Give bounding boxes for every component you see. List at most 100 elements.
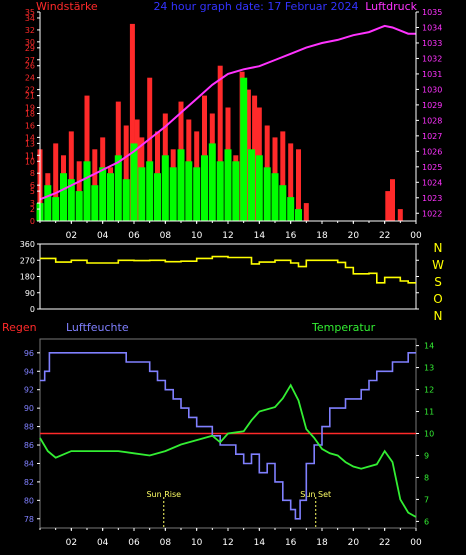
- wind-y-tick-label: 8: [30, 169, 35, 178]
- wind-y-tick-label: 16: [25, 121, 35, 130]
- gust-bar: [53, 143, 59, 221]
- temperature-y-tick-label: 14: [424, 342, 434, 351]
- temperature-y-tick-label: 13: [424, 364, 434, 373]
- humidity-y-tick-label: 88: [24, 423, 34, 432]
- avg-wind-bar: [130, 143, 138, 221]
- temperature-y-tick-label: 8: [424, 473, 429, 482]
- avg-wind-bar: [122, 179, 130, 221]
- wind-y-tick-label: 6: [30, 181, 35, 190]
- compass-label: O: [433, 292, 442, 306]
- gust-bar: [68, 131, 74, 221]
- pressure-y-tick-label: 1032: [422, 54, 442, 63]
- humidity-line: [40, 351, 416, 520]
- compass-label: N: [434, 309, 443, 323]
- wind-y-tick-label: 14: [25, 133, 35, 142]
- gust-bar: [280, 131, 286, 221]
- pressure-y-tick-label: 1035: [422, 8, 442, 17]
- panel3-x-tick-label: 16: [285, 538, 297, 548]
- gust-bar: [92, 149, 98, 221]
- panel1-x-tick-label: 00: [410, 231, 422, 241]
- avg-wind-bar: [146, 161, 154, 221]
- panel1-x-tick-label: 14: [254, 231, 266, 241]
- wind-y-tick-label: 32: [25, 26, 35, 35]
- gust-bar: [385, 191, 391, 221]
- avg-wind-bar: [138, 167, 146, 221]
- wind-y-tick-label: 11: [25, 151, 35, 160]
- wind-y-tick-label: 26: [25, 62, 35, 71]
- wind-y-tick-label: 29: [25, 44, 35, 53]
- humidity-y-tick-label: 80: [24, 496, 34, 505]
- wind-y-tick-label: 19: [25, 104, 35, 113]
- avg-wind-bar: [248, 149, 255, 221]
- wind-y-tick-label: 34: [25, 14, 35, 23]
- avg-wind-bar: [154, 173, 161, 221]
- panel1-x-tick-label: 04: [97, 231, 109, 241]
- wind-y-tick-label: 18: [25, 110, 35, 119]
- humidity-y-tick-label: 92: [24, 386, 34, 395]
- humidity-y-tick-label: 96: [24, 349, 34, 358]
- chart-title: 24 hour graph date: 17 Februar 2024: [153, 0, 358, 13]
- direction-y-tick-label: 0: [30, 305, 35, 314]
- direction-y-tick-label: 360: [20, 240, 35, 249]
- sunrise-label: Sun Rise: [146, 490, 181, 499]
- pressure-y-tick-label: 1025: [422, 163, 442, 172]
- gust-bar: [390, 179, 395, 221]
- wind-y-tick-label: 2: [30, 205, 35, 214]
- avg-wind-bar: [287, 197, 295, 221]
- temperature-y-tick-label: 10: [424, 430, 434, 439]
- avg-wind-bar: [83, 161, 91, 221]
- panel1-x-tick-label: 06: [128, 231, 140, 241]
- avg-wind-bar: [177, 149, 185, 221]
- avg-wind-bar: [161, 155, 169, 221]
- direction-y-tick-label: 180: [20, 273, 35, 282]
- avg-wind-bar: [44, 185, 52, 221]
- avg-wind-bar: [60, 173, 67, 221]
- temperature-y-tick-label: 7: [424, 495, 429, 504]
- humidity-y-tick-label: 84: [24, 459, 34, 468]
- gust-bar: [123, 125, 129, 221]
- wind-y-tick-label: 13: [25, 139, 35, 148]
- panel3-x-tick-label: 06: [128, 538, 140, 548]
- temperature-line: [39, 383, 417, 518]
- pressure-y-tick-label: 1030: [422, 85, 442, 94]
- wind-y-tick-label: 27: [25, 56, 35, 65]
- wind-y-tick-label: 21: [25, 92, 35, 101]
- avg-wind-bar: [67, 179, 75, 221]
- humidity-y-tick-label: 78: [24, 515, 34, 524]
- panel1-x-tick-label: 02: [66, 231, 77, 241]
- gust-bar: [147, 77, 153, 221]
- gust-bar: [296, 149, 301, 221]
- pressure-axis-label: Luftdruck: [365, 0, 417, 13]
- panel3-x-tick-label: 12: [222, 538, 233, 548]
- avg-wind-bar: [99, 167, 107, 221]
- panel3-x-tick-label: 10: [191, 538, 203, 548]
- compass-label: S: [434, 275, 442, 289]
- pressure-y-tick-label: 1031: [422, 70, 442, 79]
- gust-bar: [217, 65, 223, 221]
- avg-wind-bar: [107, 173, 114, 221]
- avg-wind-bar: [255, 155, 263, 221]
- panel1-x-tick-label: 18: [316, 231, 328, 241]
- avg-wind-bar: [263, 167, 271, 221]
- panel1-x-tick-label: 20: [348, 231, 360, 241]
- gust-bar: [129, 23, 135, 222]
- wind-y-tick-label: 5: [30, 187, 35, 196]
- rain-label: Regen: [2, 321, 37, 334]
- pressure-y-tick-label: 1024: [422, 178, 442, 187]
- pressure-y-tick-label: 1022: [422, 209, 442, 218]
- wind-y-tick-label: 30: [25, 38, 35, 47]
- panel1-x-tick-label: 08: [160, 231, 172, 241]
- gust-bar: [397, 209, 403, 221]
- temperature-y-tick-label: 11: [424, 408, 434, 417]
- temperature-y-tick-label: 12: [424, 386, 434, 395]
- temperature-label: Temperatur: [311, 321, 376, 334]
- avg-wind-bar: [279, 185, 287, 221]
- wind-y-tick-label: 24: [25, 74, 35, 83]
- panel3-x-tick-label: 00: [410, 538, 422, 548]
- avg-wind-bar: [208, 143, 216, 221]
- pressure-y-tick-label: 1023: [422, 194, 442, 203]
- humidity-y-tick-label: 82: [24, 478, 34, 487]
- compass-label: W: [432, 258, 444, 272]
